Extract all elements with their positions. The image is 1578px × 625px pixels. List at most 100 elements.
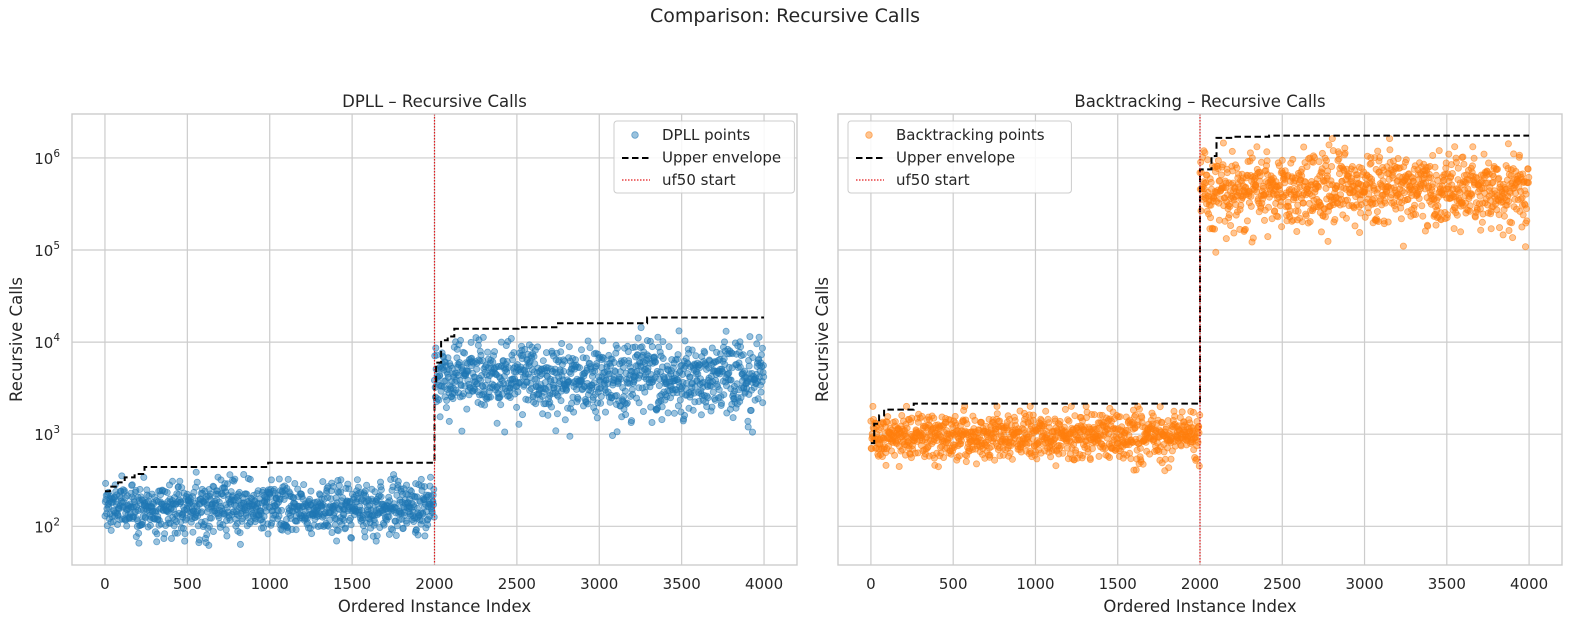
scatter-point <box>463 405 471 413</box>
scatter-point <box>275 512 283 520</box>
scatter-point <box>759 399 767 407</box>
scatter-point <box>1496 224 1504 232</box>
scatter-point <box>760 373 768 381</box>
scatter-point <box>1487 225 1495 233</box>
scatter-point <box>729 414 737 422</box>
scatter-point <box>1300 143 1308 151</box>
scatter-point <box>1227 221 1235 229</box>
scatter-point <box>1524 165 1532 173</box>
scatter-point <box>304 519 312 527</box>
scatter-point <box>1381 199 1389 207</box>
scatter-point <box>328 479 336 487</box>
scatter-point <box>412 526 420 534</box>
scatter-point <box>1315 183 1323 191</box>
scatter-point <box>1322 156 1330 164</box>
scatter-point <box>334 527 342 535</box>
scatter-point <box>722 327 730 335</box>
scatter-point <box>1006 449 1014 457</box>
scatter-point <box>546 389 554 397</box>
scatter-point <box>697 411 705 419</box>
scatter-point <box>631 343 639 351</box>
scatter-point <box>327 495 335 503</box>
scatter-point <box>280 495 288 503</box>
scatter-point <box>1248 154 1256 162</box>
scatter-point <box>173 529 181 537</box>
scatter-point <box>609 431 617 439</box>
scatter-point <box>686 373 694 381</box>
scatter-point <box>882 461 890 469</box>
scatter-point <box>429 501 437 509</box>
scatter-point <box>1469 162 1477 170</box>
scatter-point <box>1158 418 1166 426</box>
scatter-point <box>163 488 171 496</box>
scatter-point <box>1424 222 1432 230</box>
scatter-point <box>674 402 682 410</box>
scatter-point <box>681 337 689 345</box>
scatter-point <box>755 333 763 341</box>
scatter-point <box>658 403 666 411</box>
scatter-point <box>1523 205 1531 213</box>
scatter-point <box>326 516 334 524</box>
scatter-point <box>153 538 161 546</box>
scatter-point <box>107 526 115 534</box>
scatter-point <box>1247 202 1255 210</box>
scatter-point <box>962 458 970 466</box>
scatter-point <box>1429 151 1437 159</box>
scatter-point <box>123 522 131 530</box>
scatter-point <box>389 526 397 534</box>
scatter-point <box>430 485 438 493</box>
scatter-point <box>240 470 248 478</box>
scatter-point <box>307 487 315 495</box>
scatter-point <box>502 341 510 349</box>
scatter-point <box>1504 140 1512 148</box>
scatter-point <box>600 354 608 362</box>
scatter-point <box>473 365 481 373</box>
scatter-point <box>1095 452 1103 460</box>
scatter-point <box>1384 218 1392 226</box>
scatter-point <box>758 344 766 352</box>
scatter-point <box>1228 147 1236 155</box>
scatter-point <box>1505 226 1513 234</box>
scatter-point <box>1469 143 1477 151</box>
scatter-point <box>674 351 682 359</box>
scatter-point <box>1494 165 1502 173</box>
scatter-point <box>675 327 683 335</box>
scatter-point <box>552 427 560 435</box>
scatter-point <box>509 356 517 364</box>
scatter-point <box>557 348 565 356</box>
scatter-point <box>883 418 891 426</box>
scatter-point <box>1450 225 1458 233</box>
scatter-point <box>189 528 197 536</box>
scatter-point <box>1411 201 1419 209</box>
scatter-point <box>1356 228 1364 236</box>
scatter-point <box>1237 201 1245 209</box>
scatter-point <box>993 410 1001 418</box>
scatter-point <box>176 477 184 485</box>
x-tick-label: 1000 <box>1016 575 1054 593</box>
scatter-point <box>637 324 645 332</box>
scatter-point <box>622 411 630 419</box>
scatter-point <box>143 486 151 494</box>
scatter-point <box>1207 214 1215 222</box>
scatter-point <box>1226 202 1234 210</box>
scatter-point <box>510 349 518 357</box>
scatter-point <box>1207 178 1215 186</box>
y-tick-label: 104 <box>34 332 60 352</box>
scatter-point <box>497 338 505 346</box>
scatter-point <box>592 407 600 415</box>
scatter-point <box>1195 462 1203 470</box>
scatter-point <box>432 344 440 352</box>
scatter-point <box>659 338 667 346</box>
scatter-point <box>1402 156 1410 164</box>
scatter-point <box>291 479 299 487</box>
scatter-point <box>592 362 600 370</box>
scatter-point <box>1306 218 1314 226</box>
scatter-point <box>1351 222 1359 230</box>
scatter-point <box>514 388 522 396</box>
scatter-point <box>759 361 767 369</box>
scatter-point <box>146 521 154 529</box>
scatter-point <box>361 527 369 535</box>
scatter-point <box>663 362 671 370</box>
scatter-point <box>1468 191 1476 199</box>
scatter-point <box>345 485 353 493</box>
